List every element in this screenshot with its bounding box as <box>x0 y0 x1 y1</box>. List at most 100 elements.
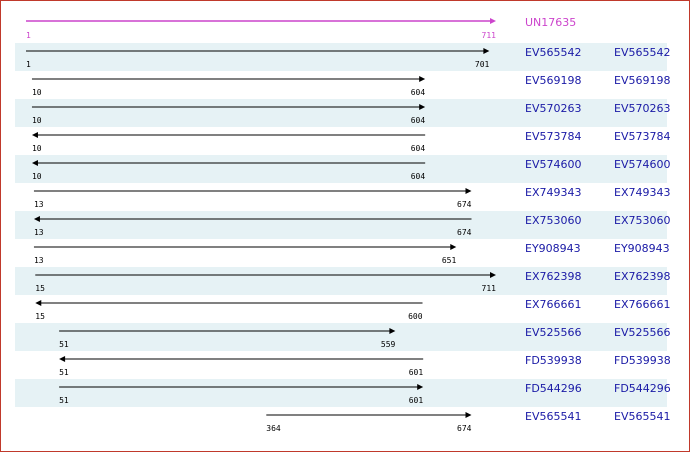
row-stripe <box>15 43 667 71</box>
row-stripe <box>15 323 667 351</box>
alignment-start: 364 <box>266 424 281 433</box>
alignment-end: 604 <box>411 172 426 181</box>
alignment-end: 559 <box>381 340 396 349</box>
alignment-link[interactable]: EV569198 <box>614 74 670 87</box>
alignment-label[interactable]: EX762398 <box>525 270 581 283</box>
row-stripe <box>15 379 667 407</box>
alignment-start: 13 <box>34 200 44 209</box>
alignment-row: 13 651 EY908943 EY908943 <box>33 242 670 265</box>
alignment-arrowhead <box>465 412 472 418</box>
alignment-end: 604 <box>411 144 426 153</box>
row-stripe <box>15 267 667 295</box>
alignment-link[interactable]: EV574600 <box>614 158 670 171</box>
alignment-link[interactable]: EV570263 <box>614 102 670 115</box>
alignment-label[interactable]: EV525566 <box>525 326 581 339</box>
reference-end: 711 <box>482 31 497 40</box>
alignment-link[interactable]: EV573784 <box>614 130 670 143</box>
alignment-row: 15 600 EX766661 EX766661 <box>35 298 670 321</box>
alignment-link[interactable]: EV525566 <box>614 326 670 339</box>
alignment-end: 674 <box>457 200 472 209</box>
alignment-row: 10 604 EV570263 EV570263 <box>31 102 670 125</box>
alignment-start: 10 <box>32 116 42 125</box>
alignment-start: 51 <box>59 396 69 405</box>
alignment-link[interactable]: EV565541 <box>614 410 670 423</box>
alignment-start: 15 <box>35 284 45 293</box>
alignment-arrowhead <box>35 300 42 306</box>
reference-start: 1 <box>26 31 31 40</box>
alignment-rows: 1 701 EV565542 EV565542 10 604 EV569198 EV56919… <box>26 46 671 433</box>
alignment-label[interactable]: EX753060 <box>525 214 581 227</box>
alignment-start: 13 <box>34 256 44 265</box>
alignment-row: 10 604 EV573784 EV573784 <box>31 130 670 153</box>
row-stripe <box>15 211 667 239</box>
alignment-start: 51 <box>59 340 69 349</box>
alignment-arrowhead <box>33 216 40 222</box>
alignment-label[interactable]: EX749343 <box>525 186 581 199</box>
alignment-label[interactable]: EV573784 <box>525 130 581 143</box>
alignment-end: 601 <box>409 396 424 405</box>
alignment-row: 51 559 EV525566 EV525566 <box>59 326 670 349</box>
alignment-arrowhead <box>389 328 396 334</box>
alignment-row: 364 674 EV565541 EV565541 <box>266 410 670 433</box>
reference-track: UN17635 1 711 <box>26 16 576 40</box>
alignment-link[interactable]: EX749343 <box>614 186 670 199</box>
alignment-link[interactable]: EX762398 <box>614 270 670 283</box>
row-stripe <box>15 99 667 127</box>
alignment-label[interactable]: EV565541 <box>525 410 581 423</box>
reference-arrowhead <box>490 18 496 24</box>
alignment-link[interactable]: EX766661 <box>614 298 670 311</box>
alignment-arrowhead <box>450 244 457 250</box>
alignment-link[interactable]: EY908943 <box>614 242 670 255</box>
alignment-start: 51 <box>59 368 69 377</box>
alignment-start: 13 <box>34 228 44 237</box>
alignment-row: 1 701 EV565542 EV565542 <box>26 46 670 69</box>
alignment-label[interactable]: EX766661 <box>525 298 581 311</box>
alignment-label[interactable]: EV570263 <box>525 102 581 115</box>
alignment-row: 51 601 FD544296 FD544296 <box>59 382 671 405</box>
alignment-row: 10 604 EV569198 EV569198 <box>31 74 670 97</box>
row-stripe <box>15 155 667 183</box>
alignment-start: 1 <box>26 60 31 69</box>
alignment-label[interactable]: EV569198 <box>525 74 581 87</box>
alignment-row: 51 601 FD539938 FD539938 <box>59 354 671 377</box>
alignment-arrowhead <box>419 76 426 82</box>
alignment-end: 600 <box>408 312 423 321</box>
alignment-link[interactable]: FD539938 <box>614 354 671 367</box>
alignment-label[interactable]: FD544296 <box>525 382 582 395</box>
alignment-end: 674 <box>457 424 472 433</box>
row-stripes <box>15 43 667 407</box>
alignment-label[interactable]: FD539938 <box>525 354 582 367</box>
alignment-arrowhead <box>31 160 38 166</box>
alignment-label[interactable]: EV574600 <box>525 158 581 171</box>
alignment-arrowhead <box>483 48 490 54</box>
alignment-link[interactable]: EX753060 <box>614 214 670 227</box>
alignment-link[interactable]: EV565542 <box>614 46 670 59</box>
alignment-arrowhead <box>417 384 424 390</box>
alignment-arrowhead <box>490 272 496 278</box>
alignment-end: 604 <box>411 116 426 125</box>
alignment-end: 604 <box>411 88 426 97</box>
reference-label: UN17635 <box>525 16 576 29</box>
alignment-end: 651 <box>442 256 457 265</box>
alignment-start: 15 <box>35 312 45 321</box>
alignment-start: 10 <box>32 172 42 181</box>
alignment-arrowhead <box>465 188 472 194</box>
alignment-arrowhead <box>31 132 38 138</box>
alignment-label[interactable]: EV565542 <box>525 46 581 59</box>
alignment-row: 13 674 EX749343 EX749343 <box>33 186 670 209</box>
alignment-label[interactable]: EY908943 <box>525 242 581 255</box>
alignment-end: 674 <box>457 228 472 237</box>
alignment-row: 15 711 EX762398 EX762398 <box>35 270 670 293</box>
alignment-end: 701 <box>475 60 490 69</box>
alignment-end: 601 <box>409 368 424 377</box>
alignment-row: 10 604 EV574600 EV574600 <box>31 158 670 181</box>
alignment-end: 711 <box>482 284 497 293</box>
alignment-link[interactable]: FD544296 <box>614 382 671 395</box>
alignment-start: 10 <box>32 88 42 97</box>
alignment-start: 10 <box>32 144 42 153</box>
alignment-arrowhead <box>419 104 426 110</box>
alignment-arrowhead <box>59 356 66 362</box>
alignment-row: 13 674 EX753060 EX753060 <box>33 214 670 237</box>
